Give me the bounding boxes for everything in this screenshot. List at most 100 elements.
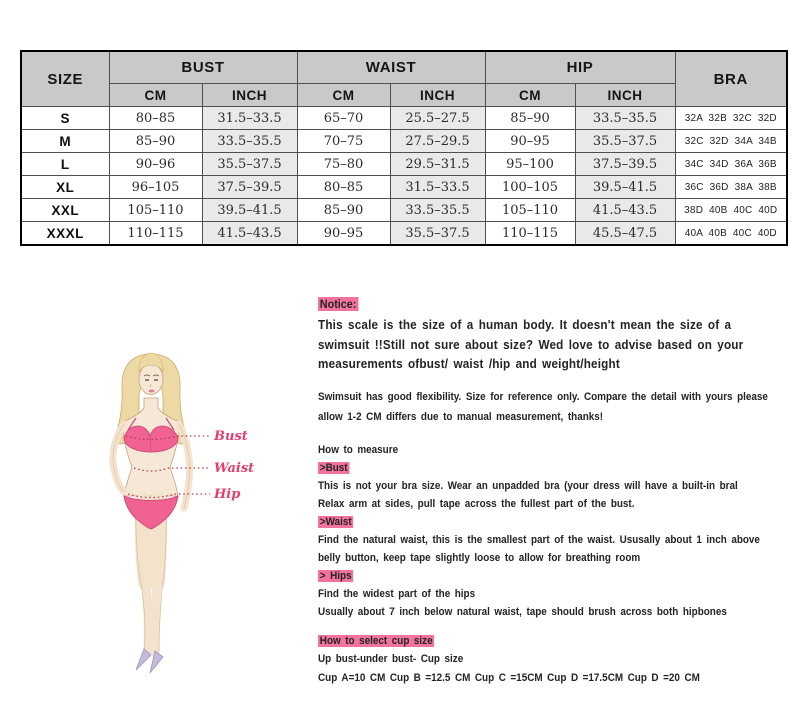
waist-cm-cell: 75–80 <box>296 152 391 176</box>
waist-inch-cell: 31.5–33.5 <box>389 175 486 199</box>
measurement-lines <box>125 435 210 499</box>
flexibility-line: Swimsuit has good flexibility. Size for … <box>318 390 768 403</box>
waist-dotted-line <box>133 467 210 472</box>
waist-cm-cell: 85–90 <box>296 198 391 222</box>
cup-size-line: Cup A=10 CM Cup B =12.5 CM Cup C =15CM C… <box>318 671 700 684</box>
waist-instruction-line: belly button, keep tape slightly loose t… <box>318 551 641 564</box>
bust-inch-cell: 31.5–33.5 <box>201 106 298 130</box>
subheader-waist-inch: INCH <box>389 83 486 107</box>
table-row-m: M 85–90 33.5–35.5 70–75 27.5–29.5 90–95 … <box>20 129 788 153</box>
bust-inch-cell: 35.5–37.5 <box>201 152 298 176</box>
notice-line: swimsuit !!Still not sure about size? We… <box>318 336 744 352</box>
bra-cell: 36C 36D 38A 38B <box>674 175 788 199</box>
size-cell: XXL <box>20 198 110 222</box>
body-measurement-figure: Bust Waist Hip <box>58 350 320 692</box>
hip-inch-cell: 37.5–39.5 <box>574 152 676 176</box>
bikini-bottom-illustration <box>123 495 179 530</box>
hips-heading: > Hips <box>318 569 354 582</box>
subheader-bust-inch: INCH <box>201 83 298 107</box>
size-cell: XXXL <box>20 221 110 246</box>
table-header-row-2: CM INCH CM INCH CM INCH <box>21 83 787 107</box>
size-cell: S <box>20 106 110 130</box>
table-header-row-1: SIZE BUST WAIST HIP BRA <box>20 50 788 107</box>
figure-sketch: Bust Waist Hip <box>109 352 254 674</box>
bust-cm-cell: 90–96 <box>108 152 203 176</box>
bra-cell: 34C 34D 36A 36B <box>674 152 788 176</box>
waist-cm-cell: 65–70 <box>296 106 391 130</box>
how-to-measure-section: How to measure >Bust This is not your br… <box>318 441 800 621</box>
bra-cell: 32A 32B 32C 32D <box>674 106 788 130</box>
size-cell: XL <box>20 175 110 199</box>
size-cell: L <box>20 152 110 176</box>
cup-size-heading: How to select cup size <box>318 634 435 647</box>
waist-inch-cell: 29.5–31.5 <box>389 152 486 176</box>
bust-inch-cell: 41.5–43.5 <box>201 221 298 246</box>
hip-label: Hip <box>213 487 240 502</box>
col-header-bra: BRA <box>674 50 788 107</box>
table-row-xl: XL 96–105 37.5–39.5 80–85 31.5–33.5 100–… <box>20 175 788 199</box>
waist-cm-cell: 90–95 <box>296 221 391 246</box>
face-illustration <box>138 352 164 395</box>
notice-heading-row: Notice: <box>318 296 800 312</box>
cup-size-line: Up bust-under bust- Cup size <box>318 653 464 665</box>
shoes-illustration <box>135 648 164 674</box>
hip-cm-cell: 100–105 <box>484 175 576 199</box>
hip-inch-cell: 33.5–35.5 <box>574 106 676 130</box>
table-row-xxl: XXL 105–110 39.5–41.5 85–90 33.5–35.5 10… <box>20 198 788 222</box>
col-header-hip: HIP <box>484 50 676 84</box>
waist-heading-row: >Waist <box>318 513 800 531</box>
hip-cm-cell: 90–95 <box>484 129 576 153</box>
bust-inch-cell: 39.5–41.5 <box>201 198 298 222</box>
hip-inch-cell: 39.5–41.5 <box>574 175 676 199</box>
subheader-waist-cm: CM <box>296 83 391 107</box>
notice-line: This scale is the size of a human body. … <box>318 317 732 332</box>
notice-paragraph: This scale is the size of a human body. … <box>318 315 800 374</box>
col-header-size: SIZE <box>20 50 110 107</box>
col-header-bust: BUST <box>108 50 298 84</box>
hip-cm-cell: 95–100 <box>484 152 576 176</box>
bra-cell: 40A 40B 40C 40D <box>674 221 788 246</box>
hips-instruction-line: Find the widest part of the hips <box>318 587 476 600</box>
flexibility-line: allow 1-2 CM differs due to manual measu… <box>318 410 604 423</box>
bust-heading-row: >Bust <box>318 459 800 477</box>
col-header-waist: WAIST <box>296 50 486 84</box>
bust-cm-cell: 105–110 <box>108 198 203 222</box>
table-row-l: L 90–96 35.5–37.5 75–80 29.5–31.5 95–100… <box>20 152 788 176</box>
hip-cm-cell: 110–115 <box>484 221 576 246</box>
waist-inch-cell: 33.5–35.5 <box>389 198 486 222</box>
bust-label: Bust <box>213 429 248 444</box>
subheader-hip-inch: INCH <box>574 83 676 107</box>
bust-cm-cell: 85–90 <box>108 129 203 153</box>
bra-cell: 38D 40B 40C 40D <box>674 198 788 222</box>
waist-cm-cell: 80–85 <box>296 175 391 199</box>
size-table: SIZE BUST WAIST HIP BRA CM INCH CM INCH … <box>20 50 789 246</box>
waist-cm-cell: 70–75 <box>296 129 391 153</box>
bust-cm-cell: 96–105 <box>108 175 203 199</box>
bust-inch-cell: 33.5–35.5 <box>201 129 298 153</box>
bra-cell: 32C 32D 34A 34B <box>674 129 788 153</box>
bust-inch-cell: 37.5–39.5 <box>201 175 298 199</box>
hips-heading-row: > Hips <box>318 567 800 585</box>
bust-cm-cell: 80–85 <box>108 106 203 130</box>
bust-heading: >Bust <box>318 461 350 474</box>
waist-inch-cell: 35.5–37.5 <box>389 221 486 246</box>
bust-cm-cell: 110–115 <box>108 221 203 246</box>
hips-instruction-line: Usually about 7 inch below natural waist… <box>318 605 727 618</box>
subheader-hip-cm: CM <box>484 83 576 107</box>
waist-inch-cell: 25.5–27.5 <box>389 106 486 130</box>
hip-inch-cell: 35.5–37.5 <box>574 129 676 153</box>
table-row-xxxl: XXXL 110–115 41.5–43.5 90–95 35.5–37.5 1… <box>20 221 788 246</box>
hip-inch-cell: 45.5–47.5 <box>574 221 676 246</box>
notice-line: measurements ofbust/ waist /hip and weig… <box>318 356 620 371</box>
hip-cm-cell: 85–90 <box>484 106 576 130</box>
cup-size-heading-row: How to select cup size <box>318 632 800 651</box>
bust-instruction-line: Relax arm at sides, pull tape across the… <box>318 497 635 510</box>
waist-inch-cell: 27.5–29.5 <box>389 129 486 153</box>
waist-label: Waist <box>214 461 254 476</box>
waist-instruction-line: Find the natural waist, this is the smal… <box>318 533 760 546</box>
table-row-s: S 80–85 31.5–33.5 65–70 25.5–27.5 85–90 … <box>20 106 788 130</box>
size-cell: M <box>20 129 110 153</box>
subheader-bust-cm: CM <box>108 83 203 107</box>
hip-cm-cell: 105–110 <box>484 198 576 222</box>
